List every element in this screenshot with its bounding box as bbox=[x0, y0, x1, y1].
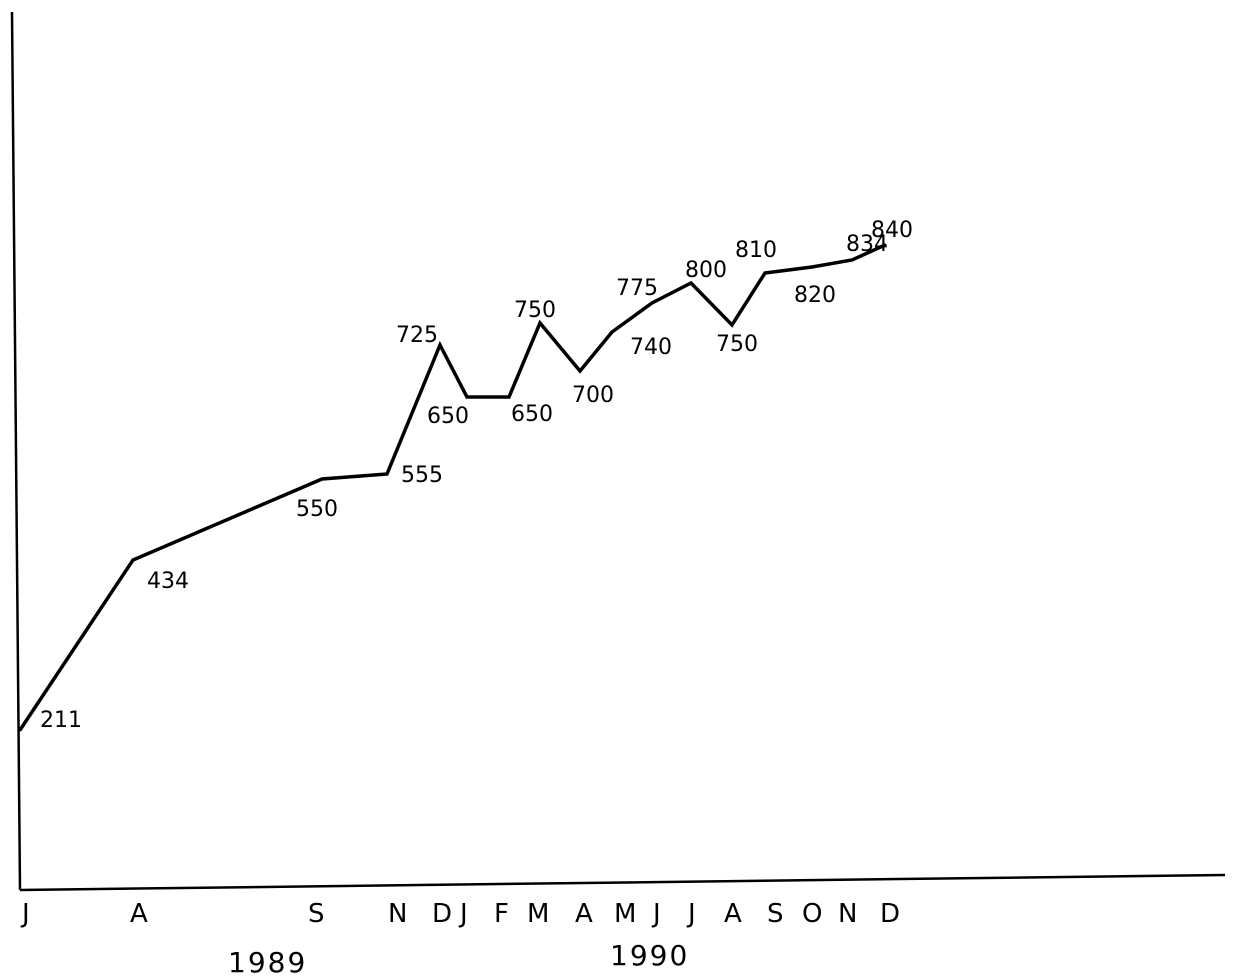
x-tick-label: J bbox=[686, 899, 696, 929]
x-axis bbox=[19, 873, 1226, 892]
data-point bbox=[810, 265, 814, 269]
x-tick-label: J bbox=[20, 899, 30, 929]
data-label: 775 bbox=[616, 276, 658, 301]
data-point bbox=[465, 395, 469, 399]
data-point bbox=[763, 271, 767, 275]
data-point bbox=[320, 477, 324, 481]
x-tick-label: A bbox=[575, 899, 593, 929]
data-point bbox=[883, 243, 887, 247]
data-label: 550 bbox=[296, 497, 338, 522]
data-label: 650 bbox=[511, 402, 553, 427]
year-label: 1990 bbox=[610, 939, 689, 972]
x-tick-label: M bbox=[614, 899, 636, 929]
year-label-layer: 1989 1990 bbox=[228, 939, 689, 978]
data-label: 434 bbox=[147, 569, 189, 594]
data-point bbox=[438, 343, 442, 347]
data-point bbox=[507, 395, 511, 399]
data-point bbox=[650, 301, 654, 305]
x-tick-label: J bbox=[458, 899, 468, 929]
data-label: 650 bbox=[427, 404, 469, 429]
x-tick-label: S bbox=[308, 899, 325, 929]
data-point bbox=[18, 728, 22, 732]
year-label: 1989 bbox=[228, 946, 307, 978]
data-label: 840 bbox=[871, 218, 913, 243]
data-label: 750 bbox=[716, 332, 758, 357]
series-line bbox=[18, 243, 886, 731]
data-point bbox=[730, 323, 734, 327]
x-tick-label: F bbox=[494, 899, 509, 929]
data-point bbox=[385, 472, 389, 476]
x-tick-label: A bbox=[130, 899, 148, 929]
x-tick-label: N bbox=[388, 899, 407, 929]
data-label: 800 bbox=[685, 258, 727, 283]
data-point bbox=[538, 321, 542, 325]
data-point bbox=[850, 258, 854, 262]
x-tick-label: N bbox=[838, 899, 857, 929]
x-tick-label: O bbox=[802, 899, 822, 929]
data-label-layer: 211 434 550 555 725 650 650 750 700 740 775 800 750 8… bbox=[40, 218, 913, 733]
data-label: 750 bbox=[514, 298, 556, 323]
x-tick-label: D bbox=[880, 899, 900, 929]
data-point bbox=[131, 558, 135, 562]
data-point bbox=[689, 281, 693, 285]
data-label: 820 bbox=[794, 283, 836, 308]
data-label: 810 bbox=[735, 238, 777, 263]
x-tick-label: A bbox=[724, 899, 742, 929]
x-tick-label: M bbox=[527, 899, 549, 929]
data-label: 700 bbox=[572, 383, 614, 408]
data-label: 211 bbox=[40, 708, 82, 733]
data-label: 725 bbox=[396, 323, 438, 348]
y-axis bbox=[10, 11, 22, 891]
data-label: 555 bbox=[401, 463, 443, 488]
data-label: 834 bbox=[846, 232, 888, 257]
series-layer bbox=[18, 243, 887, 732]
x-tick-label: J bbox=[651, 899, 661, 929]
data-label: 740 bbox=[630, 335, 672, 360]
x-tick-label: D bbox=[432, 899, 452, 929]
data-point bbox=[578, 369, 582, 373]
data-point bbox=[610, 330, 614, 334]
x-tick-label: S bbox=[767, 899, 784, 929]
